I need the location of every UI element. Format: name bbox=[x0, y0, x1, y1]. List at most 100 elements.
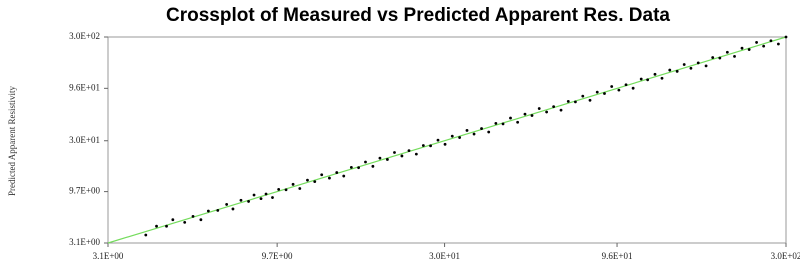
data-point bbox=[639, 77, 643, 81]
data-point bbox=[414, 152, 418, 156]
data-point bbox=[284, 188, 288, 192]
data-point bbox=[755, 41, 758, 44]
data-point bbox=[458, 136, 461, 139]
y-tick-label: 3.1E+00 bbox=[69, 237, 100, 247]
data-point bbox=[277, 187, 281, 191]
y-tick-label: 3.0E+01 bbox=[69, 135, 100, 145]
data-point bbox=[393, 151, 396, 154]
data-point bbox=[429, 144, 432, 148]
x-tick-label: 9.7E+00 bbox=[262, 251, 293, 261]
data-point bbox=[588, 98, 592, 102]
data-point bbox=[776, 42, 780, 46]
data-point bbox=[183, 220, 187, 224]
chart-title: Crossplot of Measured vs Predicted Appar… bbox=[166, 5, 670, 26]
data-point bbox=[271, 196, 274, 199]
x-tick-label: 9.6E+01 bbox=[602, 251, 633, 261]
data-point bbox=[364, 160, 367, 164]
data-point bbox=[165, 224, 168, 228]
data-point bbox=[725, 50, 729, 54]
data-point bbox=[552, 105, 556, 109]
data-point bbox=[225, 203, 229, 206]
y-axis-label: Predicted Apparent Resistivity bbox=[7, 86, 17, 196]
data-point bbox=[581, 94, 585, 98]
data-point bbox=[291, 182, 295, 186]
data-point bbox=[328, 176, 331, 180]
y-tick-label: 9.7E+00 bbox=[69, 186, 100, 196]
data-point bbox=[320, 173, 324, 177]
data-point bbox=[206, 209, 210, 213]
data-point bbox=[313, 180, 317, 184]
data-point bbox=[603, 92, 606, 95]
data-point bbox=[530, 114, 534, 117]
data-point bbox=[617, 88, 621, 92]
data-point bbox=[610, 85, 614, 88]
data-point bbox=[704, 64, 708, 68]
data-point bbox=[784, 35, 788, 39]
data-point bbox=[624, 83, 628, 87]
data-point bbox=[357, 166, 360, 170]
data-point bbox=[259, 197, 263, 201]
data-point bbox=[472, 132, 476, 136]
data-point bbox=[509, 116, 512, 120]
x-tick-label: 3.0E+01 bbox=[429, 251, 460, 261]
data-point bbox=[480, 127, 483, 130]
data-point bbox=[762, 44, 766, 48]
data-point bbox=[171, 218, 175, 222]
y-tick-label: 3.0E+02 bbox=[69, 31, 100, 41]
data-point bbox=[689, 66, 693, 70]
data-point bbox=[191, 214, 195, 218]
identity-line bbox=[107, 36, 787, 244]
data-point bbox=[668, 68, 672, 72]
data-point bbox=[718, 56, 722, 60]
x-tick-label: 3.1E+00 bbox=[93, 251, 124, 261]
data-point bbox=[400, 154, 404, 158]
data-point bbox=[559, 108, 563, 112]
data-point bbox=[247, 200, 250, 203]
data-point bbox=[342, 174, 346, 178]
data-point bbox=[450, 134, 454, 138]
data-point bbox=[711, 56, 715, 59]
data-point bbox=[349, 166, 353, 169]
data-point bbox=[155, 224, 158, 228]
y-tick-label: 9.6E+01 bbox=[69, 82, 100, 92]
data-point bbox=[660, 76, 664, 80]
data-point bbox=[465, 129, 469, 132]
data-point bbox=[516, 120, 520, 124]
data-point bbox=[385, 158, 389, 161]
data-point bbox=[740, 46, 744, 50]
data-point bbox=[264, 192, 268, 196]
data-point bbox=[537, 107, 541, 110]
data-point bbox=[199, 218, 203, 222]
data-point bbox=[733, 55, 736, 58]
plot-frame bbox=[107, 36, 787, 244]
data-point bbox=[371, 164, 375, 168]
data-point bbox=[252, 193, 256, 197]
data-point bbox=[682, 63, 686, 66]
data-point bbox=[421, 144, 425, 147]
data-point bbox=[378, 156, 382, 160]
data-point bbox=[574, 100, 577, 104]
data-point bbox=[407, 149, 411, 153]
data-point bbox=[443, 142, 447, 146]
data-point bbox=[566, 99, 570, 103]
data-point bbox=[631, 86, 635, 90]
data-point bbox=[747, 48, 751, 51]
data-point bbox=[595, 90, 599, 94]
data-point bbox=[216, 208, 220, 212]
data-point bbox=[335, 171, 339, 174]
data-point bbox=[545, 110, 549, 114]
data-point bbox=[523, 112, 527, 116]
data-point bbox=[501, 122, 505, 126]
data-point bbox=[675, 69, 679, 73]
data-point bbox=[646, 78, 650, 82]
data-point bbox=[144, 233, 148, 237]
data-point bbox=[769, 39, 773, 43]
data-point bbox=[696, 61, 700, 65]
data-point bbox=[231, 207, 235, 211]
x-tick-label: 3.0E+02 bbox=[771, 251, 800, 261]
data-point bbox=[436, 138, 440, 142]
data-point bbox=[239, 198, 243, 202]
data-point bbox=[298, 187, 302, 190]
data-point bbox=[494, 121, 498, 125]
